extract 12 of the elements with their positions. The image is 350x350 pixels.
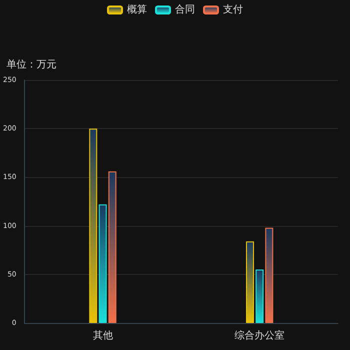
y-axis-title: 单位：万元 bbox=[6, 58, 56, 70]
x-tick-label: 综合办公室 bbox=[234, 330, 285, 342]
legend-label: 支付 bbox=[223, 4, 243, 16]
bar bbox=[256, 270, 264, 323]
legend-label: 合同 bbox=[175, 4, 195, 16]
bar bbox=[246, 241, 254, 323]
bar bbox=[89, 128, 98, 323]
legend-label: 概算 bbox=[127, 4, 147, 16]
bar bbox=[265, 228, 274, 323]
bar bbox=[98, 204, 107, 323]
x-tick-label: 其他 bbox=[92, 330, 113, 342]
bar bbox=[108, 171, 116, 323]
